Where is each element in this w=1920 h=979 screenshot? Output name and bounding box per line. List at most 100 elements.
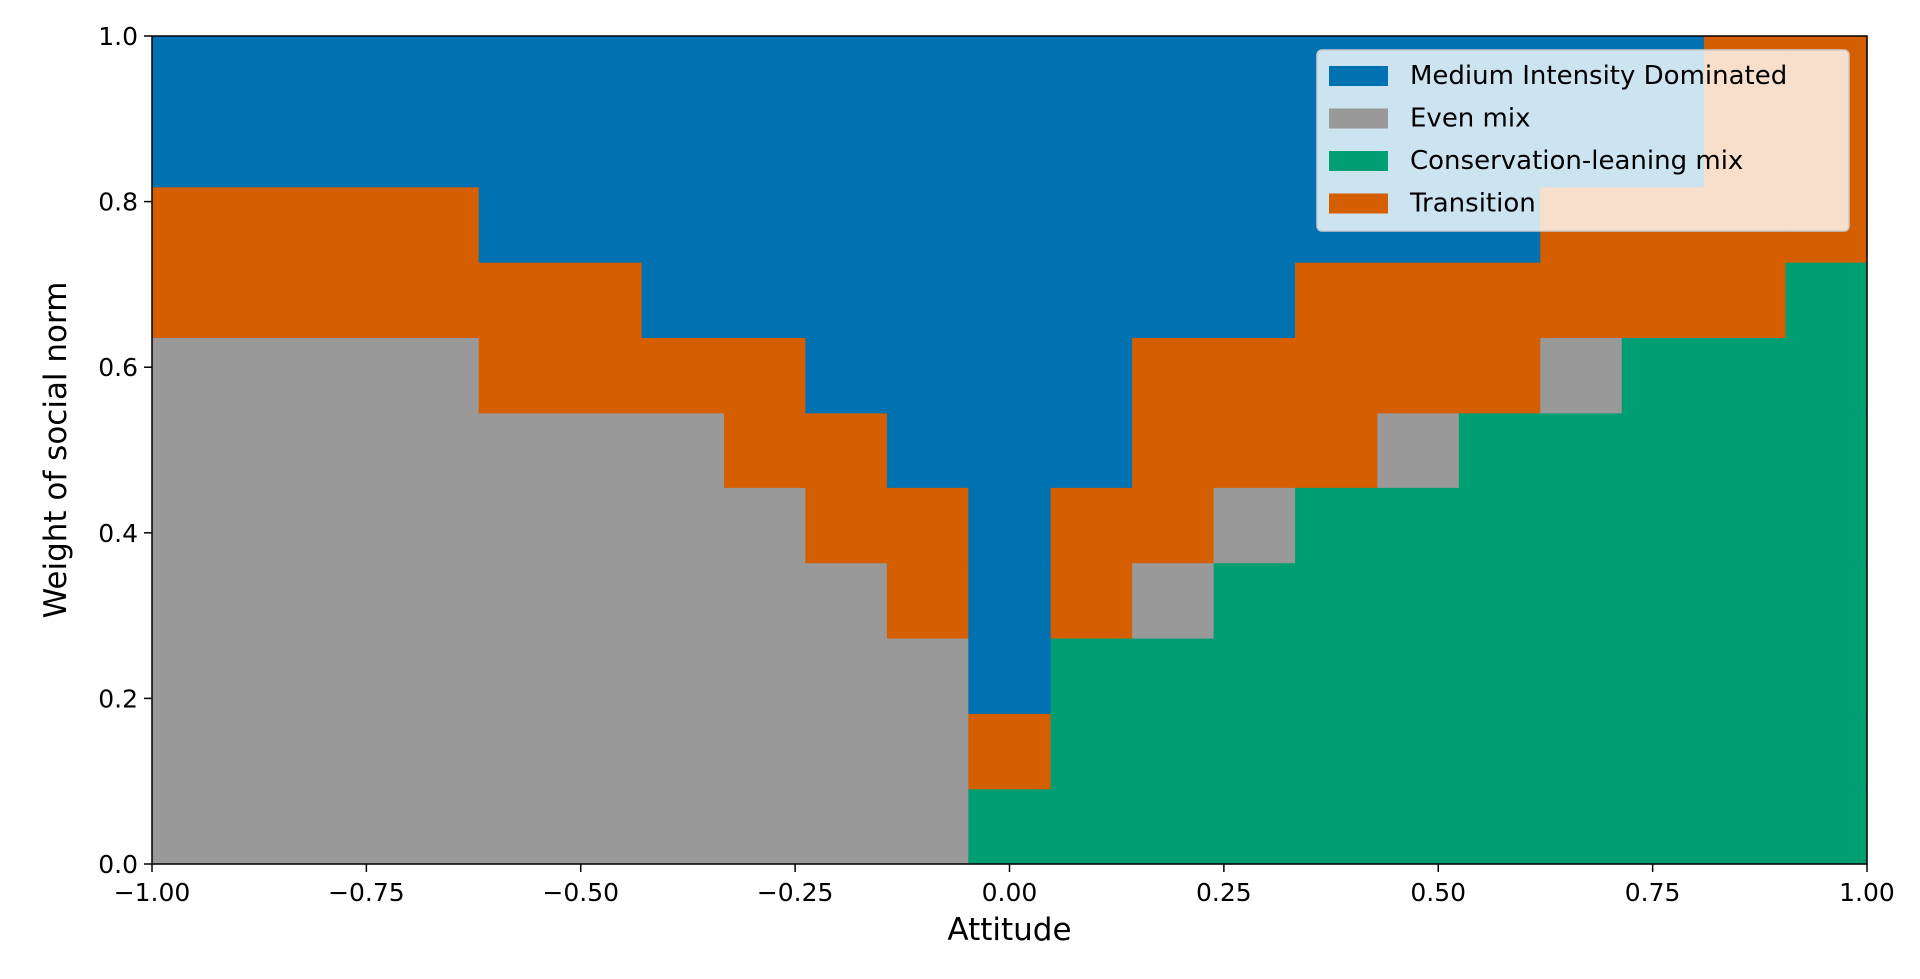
heatmap-cell-0-10 xyxy=(1295,788,1378,865)
heatmap-cell-1-0 xyxy=(152,713,480,790)
heatmap-cell-1-13 xyxy=(1540,713,1623,790)
heatmap-cell-4-1 xyxy=(478,487,643,564)
heatmap-cell-3-1 xyxy=(478,562,643,639)
heatmap-cell-3-9 xyxy=(1213,562,1296,639)
legend-swatch-M xyxy=(1329,66,1388,86)
heatmap-cell-7-0 xyxy=(152,262,480,338)
heatmap-cell-2-0 xyxy=(152,637,480,714)
x-tick-label: −0.50 xyxy=(542,878,619,907)
heatmap-cell-8-0 xyxy=(152,186,480,263)
x-axis-label: Attitude xyxy=(947,912,1071,948)
heatmap-cell-1-8 xyxy=(1132,713,1215,790)
heatmap-cell-8-9 xyxy=(1213,186,1296,263)
heatmap-cell-3-16 xyxy=(1785,562,1868,639)
heatmap-cell-5-11 xyxy=(1377,412,1460,488)
x-tick-label: −1.00 xyxy=(114,878,191,907)
legend: Medium Intensity Dominated Even mix Conser… xyxy=(1316,49,1850,232)
heatmap-cell-2-3 xyxy=(723,637,807,714)
legend-label: Even mix xyxy=(1410,104,1531,134)
heatmap-cell-0-5 xyxy=(886,788,969,865)
heatmap-cell-9-8 xyxy=(1132,36,1215,188)
heatmap-cell-4-7 xyxy=(1050,487,1133,564)
heatmap-cell-6-2 xyxy=(641,337,725,414)
x-tick-label: 0.25 xyxy=(1196,878,1252,907)
heatmap-cell-4-4 xyxy=(805,487,888,564)
heatmap-cell-6-15 xyxy=(1704,337,1787,414)
heatmap-cell-5-0 xyxy=(152,412,480,488)
heatmap-cell-6-3 xyxy=(723,337,807,414)
heatmap-cell-9-3 xyxy=(723,36,807,188)
heatmap-cell-0-11 xyxy=(1377,788,1460,865)
heatmap-cell-1-14 xyxy=(1621,713,1705,790)
heatmap-cell-8-1 xyxy=(478,186,643,263)
heatmap-cell-6-8 xyxy=(1132,337,1215,414)
heatmap-cell-5-6 xyxy=(968,412,1052,488)
heatmap-cell-7-4 xyxy=(805,262,888,338)
heatmap-cell-5-9 xyxy=(1213,412,1296,488)
heatmap-cell-0-3 xyxy=(723,788,807,865)
heatmap-cell-9-4 xyxy=(805,36,888,188)
heatmap-cell-7-9 xyxy=(1213,262,1296,338)
y-axis-ticks: 0.0 0.2 0.4 0.6 0.8 1.0 xyxy=(98,22,152,879)
heatmap-cell-2-7 xyxy=(1050,637,1133,714)
x-tick-label: 0.75 xyxy=(1625,878,1681,907)
heatmap-cell-1-7 xyxy=(1050,713,1133,790)
legend-label: Medium Intensity Dominated xyxy=(1410,61,1787,91)
heatmap-cell-4-13 xyxy=(1540,487,1623,564)
heatmap-cell-3-14 xyxy=(1621,562,1705,639)
heatmap-cell-0-16 xyxy=(1785,788,1868,865)
heatmap-cell-5-4 xyxy=(805,412,888,488)
heatmap-cell-3-4 xyxy=(805,562,888,639)
heatmap-cell-6-16 xyxy=(1785,337,1868,414)
heatmap-cell-0-2 xyxy=(641,788,725,865)
heatmap-cell-7-16 xyxy=(1785,262,1868,338)
heatmap-cell-5-14 xyxy=(1621,412,1705,488)
heatmap-cell-3-2 xyxy=(641,562,725,639)
x-axis-ticks: −1.00 −0.75 −0.50 −0.25 0.00 0.25 0.50 0.75 1.00 xyxy=(114,864,1895,907)
heatmap-cell-3-6 xyxy=(968,562,1052,639)
heatmap-cell-7-14 xyxy=(1621,262,1705,338)
heatmap-cell-0-9 xyxy=(1213,788,1296,865)
heatmap-cell-6-11 xyxy=(1377,337,1460,414)
heatmap-cell-2-9 xyxy=(1213,637,1296,714)
heatmap-cell-3-8 xyxy=(1132,562,1215,639)
heatmap-cell-1-10 xyxy=(1295,713,1378,790)
heatmap-cell-2-12 xyxy=(1458,637,1541,714)
y-tick-label: 0.0 xyxy=(98,850,138,879)
heatmap-cell-0-7 xyxy=(1050,788,1133,865)
heatmap-cell-0-1 xyxy=(478,788,643,865)
heatmap-cell-9-9 xyxy=(1213,36,1296,188)
heatmap-cell-5-7 xyxy=(1050,412,1133,488)
heatmap-cell-4-15 xyxy=(1704,487,1787,564)
heatmap-cell-0-15 xyxy=(1704,788,1787,865)
heatmap-cell-8-3 xyxy=(723,186,807,263)
heatmap-cell-6-7 xyxy=(1050,337,1133,414)
heatmap-cell-6-13 xyxy=(1540,337,1623,414)
heatmap-cell-6-1 xyxy=(478,337,643,414)
heatmap-cell-0-4 xyxy=(805,788,888,865)
y-axis-label: Weight of social norm xyxy=(38,282,74,619)
heatmap-cell-4-12 xyxy=(1458,487,1541,564)
y-tick-label: 0.8 xyxy=(98,188,138,217)
heatmap-cell-2-4 xyxy=(805,637,888,714)
heatmap-cell-2-10 xyxy=(1295,637,1378,714)
heatmap-cell-0-13 xyxy=(1540,788,1623,865)
heatmap-cell-4-9 xyxy=(1213,487,1296,564)
heatmap-cell-5-3 xyxy=(723,412,807,488)
heatmap-cell-9-0 xyxy=(152,36,480,188)
heatmap-cell-4-3 xyxy=(723,487,807,564)
heatmap-cell-7-1 xyxy=(478,262,643,338)
heatmap-cell-3-7 xyxy=(1050,562,1133,639)
heatmap-cell-4-11 xyxy=(1377,487,1460,564)
heatmap-cell-2-11 xyxy=(1377,637,1460,714)
heatmap-cell-7-2 xyxy=(641,262,725,338)
heatmap-cell-1-16 xyxy=(1785,713,1868,790)
x-tick-label: 0.50 xyxy=(1410,878,1466,907)
heatmap-cell-5-12 xyxy=(1458,412,1541,488)
heatmap-cell-6-4 xyxy=(805,337,888,414)
heatmap-cell-4-14 xyxy=(1621,487,1705,564)
x-tick-label: 1.00 xyxy=(1839,878,1895,907)
heatmap-cell-2-16 xyxy=(1785,637,1868,714)
heatmap-cell-3-12 xyxy=(1458,562,1541,639)
